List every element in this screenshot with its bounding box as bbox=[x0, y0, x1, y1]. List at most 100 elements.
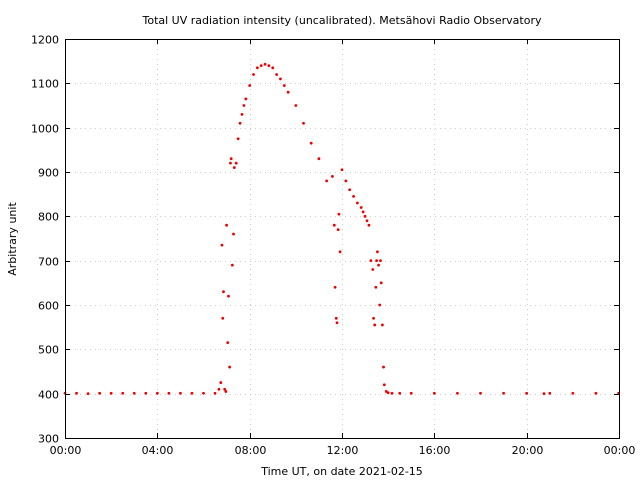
data-point bbox=[479, 391, 482, 395]
x-tick-label: 00:00 bbox=[604, 444, 636, 457]
data-point bbox=[230, 263, 234, 267]
data-point bbox=[382, 365, 385, 369]
data-point bbox=[236, 137, 240, 141]
data-point bbox=[294, 104, 298, 107]
data-point bbox=[302, 121, 305, 125]
x-tick-label: 08:00 bbox=[235, 444, 267, 457]
y-tick-label: 400 bbox=[38, 389, 59, 402]
data-point bbox=[238, 121, 242, 125]
data-point bbox=[340, 168, 344, 172]
y-tick-label: 1200 bbox=[31, 34, 59, 47]
data-point bbox=[232, 166, 236, 169]
data-point bbox=[221, 316, 225, 320]
data-point bbox=[275, 73, 278, 76]
data-point bbox=[337, 212, 341, 216]
data-point bbox=[379, 281, 383, 285]
data-point bbox=[86, 392, 90, 396]
x-tick-label: 00:00 bbox=[50, 444, 82, 457]
data-point bbox=[220, 243, 224, 247]
data-point bbox=[144, 391, 148, 395]
data-point bbox=[244, 97, 248, 101]
data-point bbox=[365, 219, 369, 223]
data-point bbox=[309, 141, 313, 145]
data-point bbox=[355, 201, 359, 205]
data-point bbox=[222, 290, 225, 294]
x-tick-label: 12:00 bbox=[327, 444, 359, 457]
data-point bbox=[190, 391, 194, 395]
data-point bbox=[224, 390, 228, 393]
data-point bbox=[167, 391, 171, 395]
data-point bbox=[594, 391, 598, 395]
y-tick-label: 1100 bbox=[31, 78, 59, 91]
data-point bbox=[338, 250, 342, 254]
y-axis-ticks: 300 400 500 600 700 800 900 1000 1100 1200 bbox=[31, 34, 619, 446]
data-point bbox=[432, 391, 436, 395]
data-point bbox=[317, 157, 321, 161]
data-point bbox=[155, 391, 159, 395]
data-point bbox=[242, 104, 246, 107]
data-point bbox=[98, 391, 102, 395]
data-point bbox=[228, 365, 232, 369]
data-point bbox=[382, 383, 386, 387]
data-point bbox=[348, 188, 352, 192]
data-point bbox=[375, 250, 379, 254]
data-point bbox=[333, 285, 337, 289]
data-point bbox=[352, 194, 355, 198]
data-point bbox=[255, 66, 259, 70]
data-point bbox=[398, 391, 402, 395]
y-tick-label: 800 bbox=[38, 211, 59, 224]
data-point bbox=[121, 391, 125, 395]
data-point bbox=[367, 223, 371, 227]
data-point bbox=[456, 391, 459, 395]
data-point bbox=[240, 112, 244, 116]
data-point bbox=[202, 391, 205, 395]
data-point bbox=[271, 66, 275, 70]
data-point bbox=[372, 316, 375, 320]
x-axis-label: Time UT, on date 2021-02-15 bbox=[260, 465, 423, 478]
data-point bbox=[377, 263, 380, 267]
data-point bbox=[332, 223, 336, 227]
data-points bbox=[63, 62, 621, 396]
data-point bbox=[229, 161, 232, 165]
data-point bbox=[263, 62, 267, 66]
data-point bbox=[373, 323, 377, 327]
data-point bbox=[227, 294, 230, 298]
y-tick-label: 600 bbox=[38, 300, 59, 313]
data-point bbox=[390, 391, 394, 395]
data-point bbox=[386, 391, 390, 395]
data-point bbox=[213, 391, 217, 395]
y-tick-label: 1000 bbox=[31, 123, 59, 136]
data-point bbox=[363, 214, 367, 218]
data-point bbox=[223, 387, 227, 391]
data-point bbox=[548, 391, 552, 395]
data-point bbox=[375, 259, 379, 263]
data-point bbox=[325, 179, 329, 183]
data-point bbox=[75, 391, 78, 395]
data-point bbox=[359, 206, 363, 209]
x-tick-label: 04:00 bbox=[142, 444, 174, 457]
data-point bbox=[369, 259, 373, 263]
data-point bbox=[542, 392, 546, 396]
y-axis-label: Arbitrary unit bbox=[6, 202, 19, 276]
data-point bbox=[334, 316, 338, 320]
data-point bbox=[232, 232, 235, 236]
y-tick-label: 500 bbox=[38, 344, 59, 357]
data-point bbox=[226, 341, 230, 345]
data-point bbox=[525, 391, 529, 395]
data-point bbox=[330, 175, 334, 178]
y-tick-label: 900 bbox=[38, 167, 59, 180]
data-point bbox=[248, 84, 252, 87]
data-point bbox=[279, 77, 282, 81]
data-point bbox=[132, 391, 136, 395]
y-tick-label: 700 bbox=[38, 256, 59, 269]
data-point bbox=[217, 387, 221, 391]
y-tick-label: 300 bbox=[38, 433, 59, 446]
data-point bbox=[378, 303, 382, 307]
x-axis-ticks: 00:00 04:00 08:00 12:00 16:00 20:00 00:00 bbox=[50, 39, 636, 457]
x-tick-label: 20:00 bbox=[512, 444, 544, 457]
data-point bbox=[286, 90, 290, 94]
data-point bbox=[361, 210, 365, 214]
data-point bbox=[344, 179, 348, 183]
data-point bbox=[234, 161, 238, 165]
